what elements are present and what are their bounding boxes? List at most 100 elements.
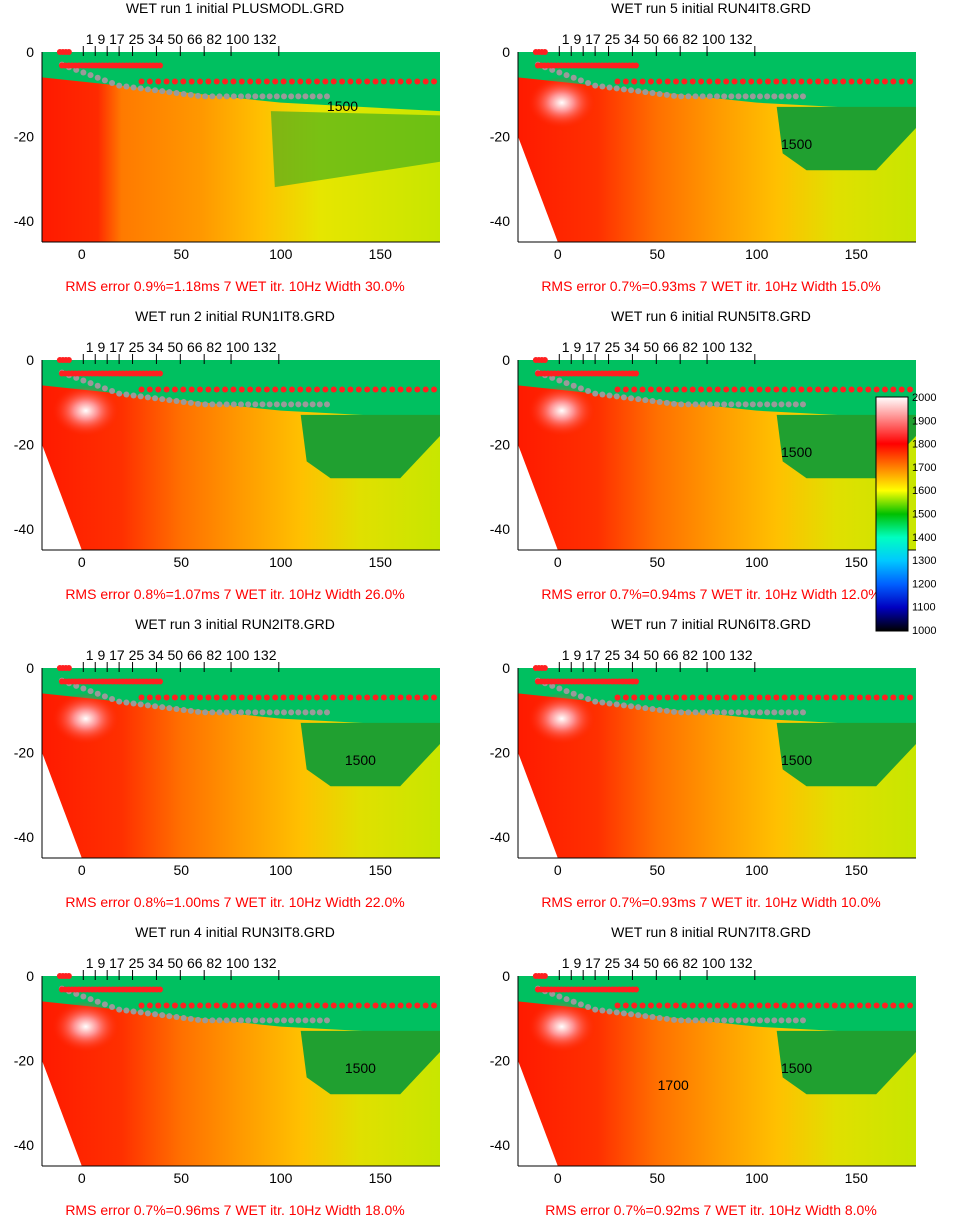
receiver-marker xyxy=(259,1017,265,1023)
receiver-marker xyxy=(721,1017,727,1023)
shot-marker xyxy=(414,1003,420,1009)
shot-marker xyxy=(356,1003,362,1009)
receiver-marker xyxy=(195,401,201,407)
receiver-marker xyxy=(181,91,187,97)
receiver-marker xyxy=(578,77,584,83)
shot-marker xyxy=(214,695,220,701)
shot-marker xyxy=(748,79,754,85)
shot-marker xyxy=(849,695,855,701)
shot-marker xyxy=(431,1003,437,1009)
receiver-marker xyxy=(599,392,605,398)
receiver-marker xyxy=(607,700,613,706)
shot-marker xyxy=(356,79,362,85)
shot-marker xyxy=(840,79,846,85)
shot-marker xyxy=(874,79,880,85)
y-tick-label: -20 xyxy=(14,436,34,452)
receiver-marker xyxy=(274,1017,280,1023)
shot-marker xyxy=(157,371,163,377)
receiver-marker xyxy=(556,70,562,76)
receiver-marker xyxy=(735,709,741,715)
shot-marker xyxy=(264,387,270,393)
shot-marker xyxy=(807,1003,813,1009)
shot-marker xyxy=(389,79,395,85)
receiver-marker xyxy=(145,702,151,708)
shot-marker xyxy=(899,1003,905,1009)
receiver-marker xyxy=(95,691,101,697)
shot-marker xyxy=(322,695,328,701)
shot-marker xyxy=(389,695,395,701)
color-scale-tick-label: 1000 xyxy=(912,625,936,637)
shot-marker xyxy=(615,1003,621,1009)
receiver-marker xyxy=(267,1017,273,1023)
receiver-marker xyxy=(650,398,656,404)
receiver-marker xyxy=(274,401,280,407)
shot-marker xyxy=(840,387,846,393)
shot-marker xyxy=(832,79,838,85)
receiver-marker xyxy=(585,388,591,394)
receiver-marker xyxy=(764,709,770,715)
shot-marker xyxy=(681,79,687,85)
receiver-marker xyxy=(224,1017,230,1023)
shot-marker xyxy=(723,1003,729,1009)
receiver-marker xyxy=(159,1012,165,1018)
receiver-marker xyxy=(635,88,641,94)
shot-marker xyxy=(389,1003,395,1009)
shot-marker xyxy=(748,695,754,701)
color-scale-tick-label: 1200 xyxy=(912,578,936,590)
shot-marker xyxy=(139,79,145,85)
receiver-marker xyxy=(743,93,749,99)
shot-marker xyxy=(706,387,712,393)
receiver-marker xyxy=(281,1017,287,1023)
rms-error-label: RMS error 0.8%=1.00ms 7 WET itr. 10Hz Wi… xyxy=(0,894,470,910)
shot-marker xyxy=(306,1003,312,1009)
shot-marker xyxy=(297,79,303,85)
shot-marker xyxy=(247,695,253,701)
receiver-marker xyxy=(267,401,273,407)
shot-marker xyxy=(832,387,838,393)
rms-error-label: RMS error 0.7%=0.93ms 7 WET itr. 10Hz Wi… xyxy=(476,894,946,910)
shot-marker xyxy=(715,79,721,85)
shot-marker xyxy=(431,695,437,701)
receiver-marker xyxy=(671,1017,677,1023)
x-tick-label: 0 xyxy=(554,862,562,878)
velocity-section-plot: 15000 50 100 1500-20-401 9 17 25 34 50 66 8… xyxy=(0,0,470,305)
shot-marker xyxy=(798,79,804,85)
receiver-marker xyxy=(771,709,777,715)
receiver-marker xyxy=(88,380,94,386)
shot-marker xyxy=(297,387,303,393)
receiver-marker xyxy=(685,401,691,407)
receiver-marker xyxy=(728,709,734,715)
color-scale-tick-label: 1900 xyxy=(912,415,936,427)
receiver-marker xyxy=(621,394,627,400)
receiver-marker xyxy=(295,1017,301,1023)
shot-marker xyxy=(289,387,295,393)
contour-label: 1500 xyxy=(345,1060,376,1076)
receiver-marker xyxy=(628,395,634,401)
receiver-marker xyxy=(317,1017,323,1023)
receiver-marker xyxy=(664,400,670,406)
shot-marker xyxy=(197,387,203,393)
receiver-marker xyxy=(259,709,265,715)
shot-marker xyxy=(765,387,771,393)
contour-label: 1500 xyxy=(781,752,812,768)
receiver-marker xyxy=(288,709,294,715)
shot-marker xyxy=(164,1003,170,1009)
receiver-marker xyxy=(166,89,172,95)
receiver-marker xyxy=(743,1017,749,1023)
shot-marker xyxy=(230,387,236,393)
receiver-marker xyxy=(685,1017,691,1023)
receiver-marker xyxy=(614,701,620,707)
receiver-marker xyxy=(166,397,172,403)
shot-marker xyxy=(706,79,712,85)
shot-marker xyxy=(874,695,880,701)
receiver-marker xyxy=(707,401,713,407)
receiver-marker xyxy=(310,709,316,715)
shot-marker xyxy=(823,695,829,701)
receiver-marker xyxy=(109,696,115,702)
shot-marker xyxy=(164,695,170,701)
color-scale-tick-label: 1500 xyxy=(912,509,936,521)
receiver-marker xyxy=(231,1017,237,1023)
receiver-marker xyxy=(714,401,720,407)
receiver-marker xyxy=(181,707,187,713)
receiver-marker xyxy=(800,1017,806,1023)
